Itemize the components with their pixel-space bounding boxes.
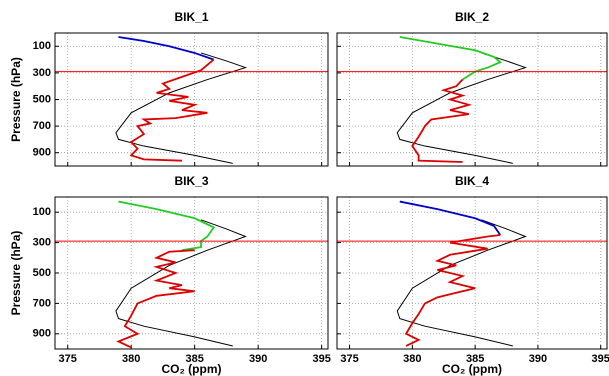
profile-line — [399, 36, 502, 81]
profile-line — [118, 36, 215, 61]
plot-frame — [54, 32, 329, 167]
y-tick-label: 300 — [33, 67, 51, 79]
x-tick-label: 390 — [529, 353, 547, 365]
x-tick-label: 390 — [249, 353, 267, 365]
x-tick-label: 395 — [592, 353, 609, 365]
profile-line — [411, 78, 473, 163]
x-tick-label: 395 — [312, 353, 330, 365]
plot-frame — [54, 196, 329, 350]
subplot: BIK_2 — [336, 10, 608, 167]
x-tick-label: 385 — [185, 353, 203, 365]
x-tick-label: 375 — [340, 353, 358, 365]
y-tick-label: 900 — [33, 328, 51, 340]
subplot-title: BIK_4 — [455, 174, 489, 188]
subplot: 375 380 385 390 395 100 300 500 700 900 BIK_3 Press… — [9, 174, 331, 376]
y-tick-label: 500 — [33, 93, 51, 105]
profile-line — [129, 58, 215, 162]
plot-area — [55, 197, 328, 349]
subplot-title: BIK_2 — [455, 10, 489, 24]
x-axis-label: CO₂ (ppm) — [442, 362, 502, 376]
y-tick-label: 500 — [33, 267, 51, 279]
y-tick-label: 700 — [33, 297, 51, 309]
y-tick-label: 900 — [33, 147, 51, 159]
profile-line — [116, 249, 195, 349]
profile-line — [399, 200, 501, 236]
y-tick-label: 100 — [33, 40, 51, 52]
x-axis-label: CO₂ (ppm) — [162, 362, 222, 376]
profile-line — [118, 200, 216, 252]
subplot-title: BIK_3 — [174, 174, 208, 188]
profile-line — [115, 219, 247, 347]
y-tick-label: 300 — [33, 237, 51, 249]
y-tick-label: 700 — [33, 120, 51, 132]
subplot: 375 380 385 390 395 BIK_4 CO₂ (ppm) — [336, 174, 609, 376]
x-tick-label: 380 — [122, 353, 140, 365]
subplot-title: BIK_1 — [174, 10, 208, 24]
y-axis-label: Pressure (hPa) — [9, 57, 23, 142]
x-tick-label: 380 — [403, 353, 421, 365]
plot-frame — [336, 196, 608, 350]
profile-line — [396, 52, 527, 164]
profile-line — [396, 219, 527, 347]
plot-frame — [336, 32, 608, 167]
profile-line — [404, 234, 501, 347]
x-tick-label: 385 — [466, 353, 484, 365]
y-axis-label: Pressure (hPa) — [9, 231, 23, 316]
x-tick-label: 375 — [59, 353, 77, 365]
profile-line — [115, 52, 248, 164]
y-tick-label: 100 — [33, 206, 51, 218]
subplot: 100 300 500 700 900 BIK_1 Pressure (hPa) — [9, 10, 329, 167]
